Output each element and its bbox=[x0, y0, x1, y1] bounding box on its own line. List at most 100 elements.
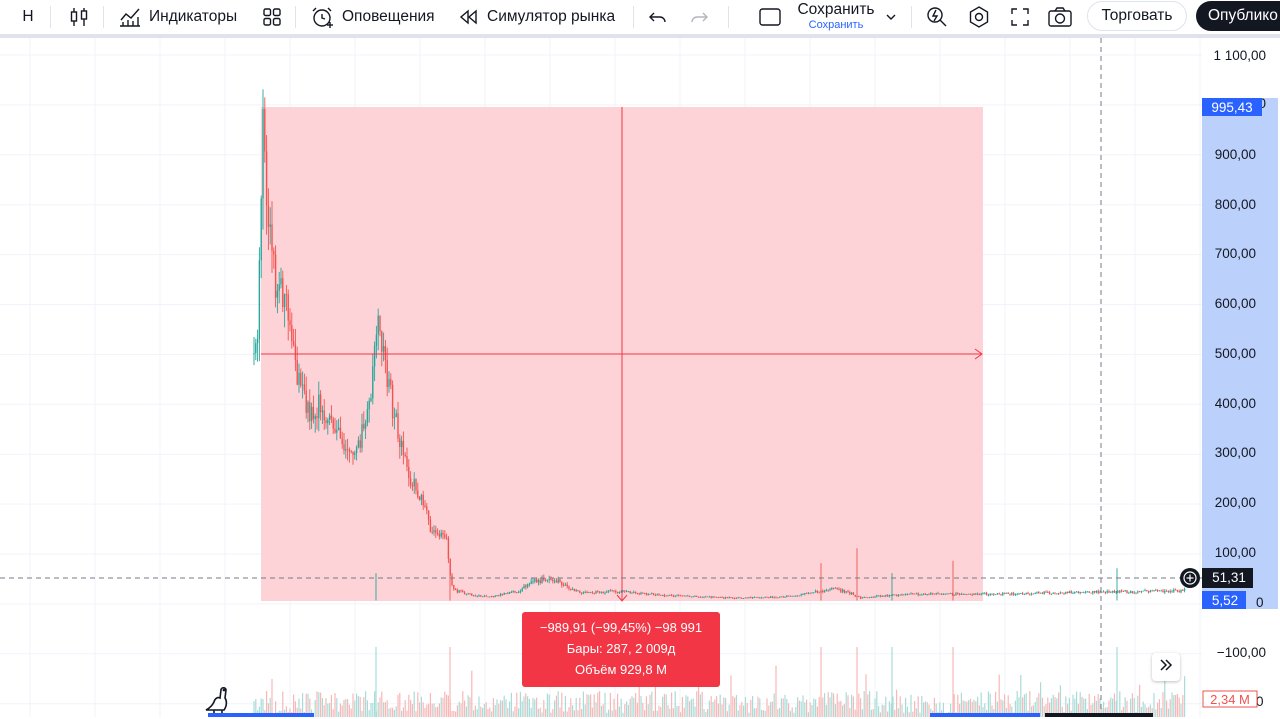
volume-bar bbox=[869, 691, 871, 717]
volume-bar bbox=[665, 694, 667, 717]
trade-button[interactable]: Торговать bbox=[1087, 1, 1187, 31]
volume-bar bbox=[352, 693, 354, 717]
candle-body bbox=[267, 205, 270, 227]
candle-body bbox=[483, 595, 486, 597]
volume-bar bbox=[658, 705, 660, 717]
price-axis[interactable]: 1 100,00 900,00 800,00 700,00 600,00 500… bbox=[1213, 48, 1266, 709]
volume-bar bbox=[1023, 694, 1025, 717]
undo-button[interactable] bbox=[647, 0, 669, 34]
candle-body bbox=[1126, 590, 1128, 593]
volume-bar bbox=[525, 693, 527, 717]
fullscreen-button[interactable] bbox=[1009, 0, 1031, 34]
volume-bar bbox=[489, 707, 491, 717]
toolbar-divider bbox=[50, 6, 51, 28]
indicators-button[interactable]: Индикаторы bbox=[118, 0, 237, 34]
candle-body bbox=[751, 597, 754, 598]
volume-bar bbox=[1081, 696, 1083, 717]
candle-body bbox=[957, 593, 959, 594]
top-price-tag-text: 995,43 bbox=[1211, 100, 1252, 115]
templates-button[interactable] bbox=[261, 0, 283, 34]
alerts-button[interactable]: Оповещения bbox=[310, 0, 435, 34]
volume-bar bbox=[566, 711, 568, 717]
candle-body bbox=[888, 595, 891, 597]
candle-body bbox=[1171, 591, 1173, 593]
scroll-to-realtime-button[interactable] bbox=[1152, 653, 1180, 681]
volume-bar bbox=[752, 696, 754, 717]
volume-bar bbox=[392, 707, 394, 717]
candle-body bbox=[847, 591, 849, 593]
top-toolbar: Н Индикаторы Оповещения Симулятор рынка … bbox=[0, 0, 1280, 38]
volume-bar bbox=[712, 702, 714, 717]
volume-bar bbox=[865, 674, 867, 717]
volume-bar bbox=[464, 700, 466, 717]
redo-button[interactable] bbox=[688, 0, 710, 34]
volume-bar bbox=[683, 707, 685, 717]
candle-body bbox=[1039, 592, 1042, 594]
candle-body bbox=[771, 596, 774, 598]
candle-body bbox=[535, 579, 538, 583]
candle-body bbox=[960, 593, 963, 595]
templates-icon bbox=[261, 6, 283, 28]
volume-bar bbox=[451, 711, 453, 717]
volume-bar bbox=[440, 697, 442, 717]
save-menu-button[interactable] bbox=[884, 0, 898, 34]
save-button[interactable]: Сохранить Сохранить bbox=[790, 1, 882, 33]
candle-body bbox=[1129, 591, 1132, 593]
volume-bar bbox=[782, 698, 784, 717]
volume-bar bbox=[696, 691, 698, 717]
chart-style-button[interactable] bbox=[68, 0, 90, 34]
candle-body bbox=[764, 596, 766, 598]
time-scale-crosshair-label bbox=[1045, 713, 1153, 717]
volume-bar bbox=[503, 695, 505, 717]
candle-body bbox=[651, 593, 653, 595]
settings-button[interactable] bbox=[967, 0, 991, 34]
candle-body bbox=[600, 592, 603, 593]
quick-search-button[interactable] bbox=[925, 0, 949, 34]
volume-bar bbox=[579, 697, 581, 717]
volume-bar bbox=[548, 694, 550, 717]
add-alert-button[interactable] bbox=[1180, 568, 1200, 588]
volume-bar bbox=[881, 704, 883, 717]
layout-button[interactable] bbox=[758, 0, 782, 34]
screenshot-button[interactable] bbox=[1047, 0, 1073, 34]
price-chart[interactable]: 1 100,00 900,00 800,00 700,00 600,00 500… bbox=[0, 38, 1280, 717]
volume-bar bbox=[406, 710, 408, 717]
volume-bar bbox=[411, 704, 413, 717]
replay-button[interactable]: Симулятор рынка bbox=[458, 0, 615, 34]
volume-bar bbox=[584, 704, 586, 717]
volume-bar bbox=[681, 697, 683, 717]
candle-body bbox=[265, 151, 268, 206]
candle-body bbox=[586, 592, 588, 593]
volume-bar bbox=[402, 707, 404, 717]
price-tick: 200,00 bbox=[1215, 495, 1256, 510]
publish-button[interactable]: Опублико bbox=[1196, 1, 1280, 31]
candle-body bbox=[1041, 592, 1044, 594]
interval-button[interactable]: Н bbox=[16, 0, 40, 34]
volume-bar bbox=[368, 710, 370, 717]
candle-body bbox=[924, 593, 927, 595]
volume-bar bbox=[762, 710, 764, 717]
volume-bar bbox=[982, 707, 984, 717]
candle-body bbox=[256, 339, 259, 344]
candle-body bbox=[278, 284, 280, 291]
candle-body bbox=[323, 410, 325, 421]
volume-bar bbox=[824, 693, 826, 717]
candle-body bbox=[397, 413, 399, 439]
volume-bar bbox=[258, 706, 260, 717]
candle-body bbox=[681, 595, 684, 597]
price-tick-partial: 0 bbox=[1256, 694, 1264, 709]
candle-body bbox=[685, 595, 687, 597]
candle-body bbox=[553, 580, 556, 582]
candle-body bbox=[1063, 593, 1065, 594]
volume-bar bbox=[901, 704, 903, 717]
candle-body bbox=[1146, 590, 1148, 592]
volume-bar bbox=[435, 707, 437, 717]
candle-body bbox=[550, 579, 552, 580]
volume-bar bbox=[705, 712, 707, 717]
candle-body bbox=[523, 585, 525, 589]
candle-body bbox=[390, 379, 392, 385]
volume-bar bbox=[703, 709, 705, 717]
volume-bar bbox=[543, 700, 545, 717]
candle-body bbox=[737, 597, 739, 599]
candle-body bbox=[865, 597, 867, 598]
